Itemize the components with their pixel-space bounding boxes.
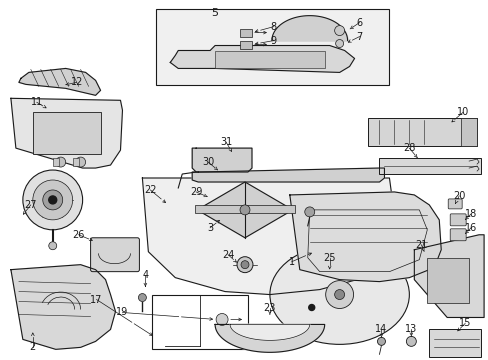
Polygon shape [170,45,354,72]
Text: 31: 31 [220,137,232,147]
FancyBboxPatch shape [156,9,388,85]
Circle shape [308,305,314,310]
Text: 15: 15 [458,319,470,328]
Text: 27: 27 [24,200,37,210]
Text: 16: 16 [464,223,476,233]
FancyBboxPatch shape [90,238,139,272]
Text: 14: 14 [375,324,387,334]
Text: 11: 11 [31,97,43,107]
Polygon shape [11,98,122,168]
Bar [73,158,79,166]
Bar [152,294,247,349]
Text: 8: 8 [270,22,276,32]
Bar [195,205,294,213]
Circle shape [33,180,73,220]
Text: 7: 7 [356,32,362,41]
Text: 19: 19 [116,307,128,318]
Circle shape [49,196,57,204]
Text: 3: 3 [206,223,213,233]
Bar [379,158,480,174]
Bar [427,258,468,302]
Circle shape [42,190,62,210]
Circle shape [138,293,146,302]
Text: 5: 5 [211,8,218,18]
Text: 4: 4 [142,270,148,280]
Text: 23: 23 [263,302,276,312]
Polygon shape [11,265,115,349]
Circle shape [241,261,248,269]
Circle shape [334,26,344,36]
Text: 26: 26 [72,230,84,240]
Bar [428,329,480,357]
Text: 17: 17 [90,294,102,305]
Text: 30: 30 [202,157,214,167]
Bar [53,158,59,166]
Text: 28: 28 [402,143,415,153]
Polygon shape [289,192,440,282]
Bar [33,112,101,154]
Circle shape [76,157,85,167]
FancyBboxPatch shape [447,199,461,209]
Text: 13: 13 [405,324,417,334]
Polygon shape [192,148,251,172]
Text: 6: 6 [356,18,362,28]
Circle shape [406,336,415,346]
Circle shape [237,257,252,273]
Circle shape [216,314,227,325]
Text: 21: 21 [414,240,427,250]
Bar [215,50,324,68]
Circle shape [240,205,249,215]
Polygon shape [197,182,292,238]
Circle shape [49,242,57,250]
Polygon shape [142,178,394,294]
Circle shape [335,40,343,48]
Circle shape [56,157,65,167]
Ellipse shape [269,245,408,345]
Text: 22: 22 [144,185,156,195]
Text: 9: 9 [270,36,276,46]
Polygon shape [413,235,483,318]
FancyBboxPatch shape [449,229,465,241]
Text: 2: 2 [30,342,36,352]
Circle shape [23,170,82,230]
Circle shape [377,337,385,345]
Text: 24: 24 [222,250,234,260]
Text: 18: 18 [464,209,476,219]
Text: 20: 20 [452,191,465,201]
Text: 1: 1 [288,257,294,267]
Circle shape [325,280,353,309]
Bar [460,118,476,146]
Text: 29: 29 [190,187,202,197]
Text: 25: 25 [323,253,335,263]
Text: 12: 12 [70,77,82,87]
Polygon shape [19,68,101,95]
Text: 10: 10 [456,107,468,117]
Bar [240,41,251,49]
FancyBboxPatch shape [449,214,465,226]
Bar [240,28,251,37]
Polygon shape [192,168,384,182]
Polygon shape [215,324,324,352]
Polygon shape [229,324,309,340]
Bar [367,118,476,146]
Circle shape [334,289,344,300]
Circle shape [304,207,314,217]
